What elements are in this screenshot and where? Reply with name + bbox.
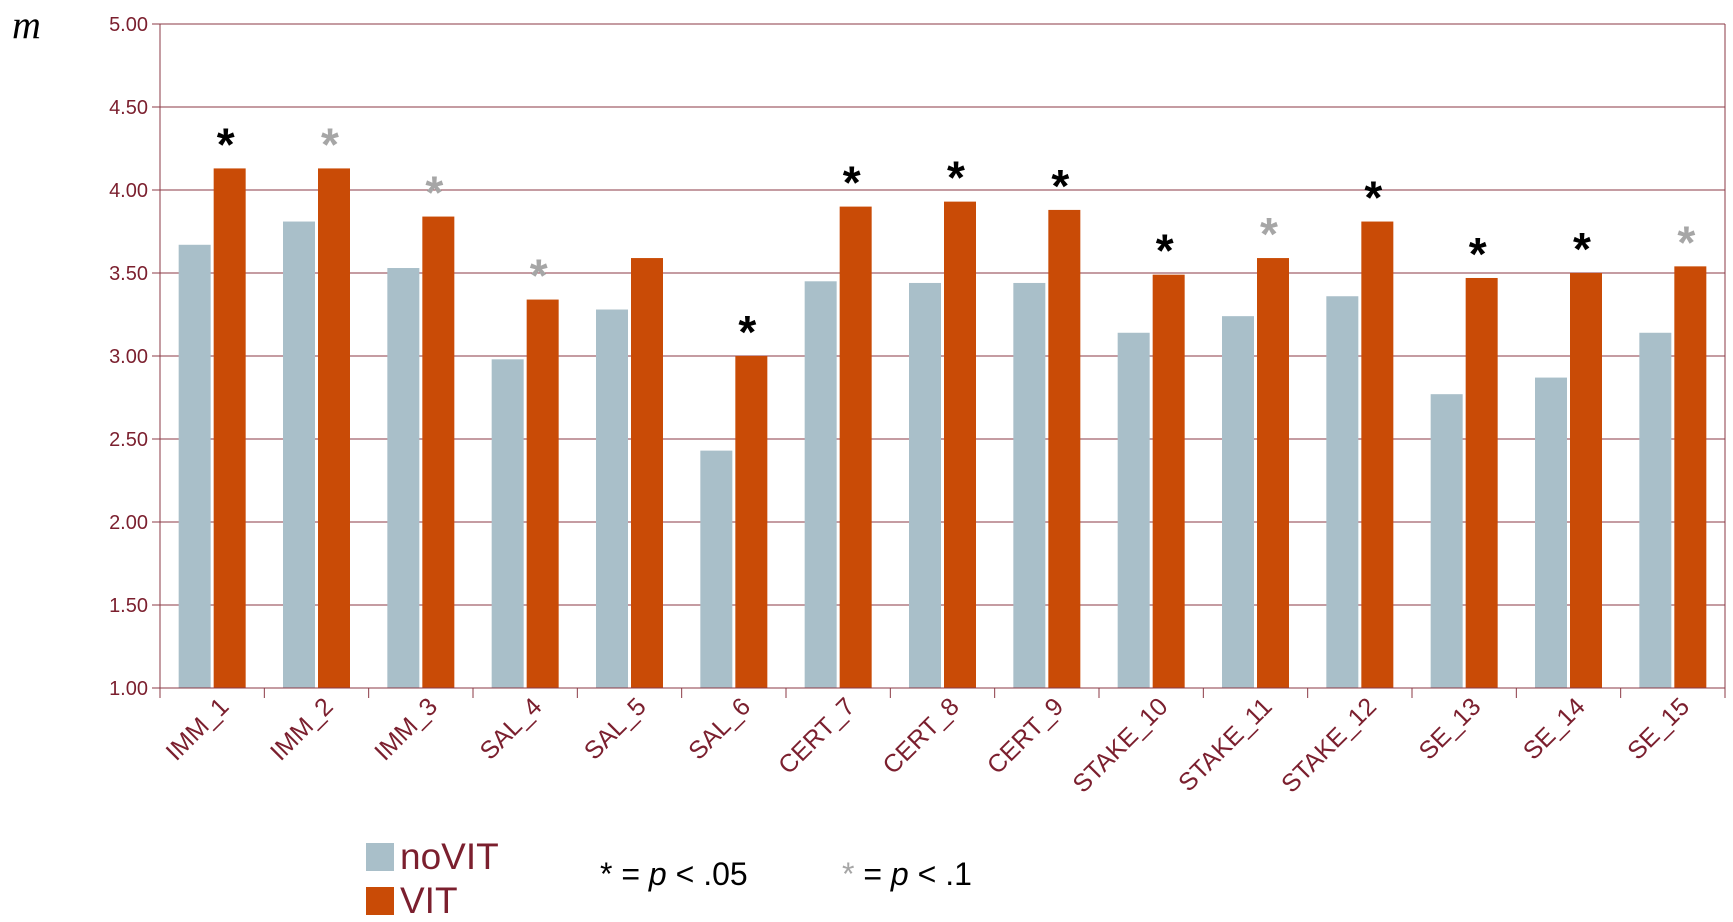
bar-vit [1257, 258, 1289, 688]
y-tick-label: 4.50 [109, 97, 148, 119]
y-tick-label: 4.00 [109, 180, 148, 202]
bar-vit [1465, 277, 1498, 688]
x-tick-label: IMM_1 [161, 692, 235, 766]
bar-novit [909, 282, 941, 688]
x-tick-label: IMM_2 [265, 692, 339, 766]
bar-novit [1326, 296, 1359, 688]
note-threshold: < .1 [908, 856, 972, 892]
note-threshold: < .05 [666, 856, 748, 892]
x-tick-label: CERT_7 [773, 692, 860, 779]
bar-novit [178, 244, 211, 688]
bar-novit [700, 450, 733, 688]
significance-marker: * [1677, 216, 1695, 268]
significance-note-p10: * = p < .1 [842, 856, 972, 893]
x-tick-label: STAKE_11 [1173, 692, 1278, 797]
legend-swatch-novit [366, 843, 394, 871]
significance-marker: * [738, 306, 756, 358]
bar-vit [318, 168, 350, 689]
x-tick-label: SAL_5 [579, 692, 652, 765]
significance-marker: * [1156, 225, 1174, 277]
y-tick-label: 1.00 [109, 678, 148, 700]
legend-swatch-vit [366, 887, 394, 915]
note-equals: = [854, 856, 891, 892]
x-tick-label: STAKE_12 [1276, 692, 1382, 798]
y-axis-label: m [12, 2, 41, 47]
significance-marker: * [217, 118, 235, 170]
bar-novit [804, 281, 837, 688]
y-tick-label: 3.50 [109, 263, 148, 285]
x-tick-label: SE_13 [1414, 692, 1487, 765]
bar-vit [944, 201, 976, 688]
note-star-black: * [600, 856, 613, 892]
x-tick-label: SE_15 [1622, 692, 1695, 765]
legend-label-novit: noVIT [400, 836, 499, 877]
significance-marker: * [947, 152, 965, 204]
bar-vit [1152, 274, 1185, 688]
bar-vit [1048, 209, 1081, 689]
y-tick-label: 3.00 [109, 346, 148, 368]
bar-novit [1013, 282, 1046, 688]
bar-novit [1535, 377, 1567, 688]
bar-vit [631, 258, 663, 688]
bar-novit [491, 359, 524, 688]
note-equals: = [612, 856, 649, 892]
significance-marker: * [1469, 228, 1487, 280]
legend-item-vit: VIT [366, 880, 458, 922]
significance-marker: * [321, 118, 339, 170]
bar-novit [283, 221, 315, 689]
bar-vit [526, 299, 559, 688]
y-tick-label: 5.00 [109, 14, 148, 36]
x-tick-label: IMM_3 [369, 692, 443, 766]
note-p: p [648, 856, 667, 892]
gridlines [160, 23, 1725, 689]
note-star-grey: * [842, 856, 855, 892]
bar-novit [1430, 394, 1463, 688]
significance-marker: * [425, 167, 443, 219]
x-tick-label: SAL_4 [475, 692, 548, 765]
x-tick-label: CERT_9 [982, 692, 1069, 779]
bar-novit [596, 309, 628, 688]
x-tick-label: SE_14 [1518, 692, 1591, 765]
y-tick-label: 1.50 [109, 595, 148, 617]
significance-marker: * [530, 250, 548, 302]
bar-novit [1222, 316, 1254, 688]
legend-item-novit: noVIT [366, 836, 499, 878]
bars: * * * * * * * * * * * * * * [178, 118, 1707, 689]
significance-marker: * [1573, 223, 1591, 275]
bar-vit [422, 216, 455, 688]
bar-novit [387, 268, 420, 688]
y-tick-label: 2.50 [109, 429, 148, 451]
x-tick-label: SAL_6 [683, 692, 756, 765]
significance-note-p05: * = p < .05 [600, 856, 748, 893]
significance-marker: * [1051, 160, 1069, 212]
note-p: p [890, 856, 909, 892]
bar-novit [1117, 332, 1150, 688]
y-tick-label: 2.00 [109, 512, 148, 534]
bar-vit [735, 356, 768, 688]
bar-novit [1639, 332, 1672, 688]
significance-marker: * [1364, 172, 1382, 224]
bar-vit [1361, 221, 1394, 689]
bar-vit [839, 206, 872, 688]
legend-label-vit: VIT [400, 880, 458, 921]
bar-vit [1570, 273, 1602, 688]
x-tick-label: STAKE_10 [1067, 692, 1173, 798]
bar-vit [1674, 266, 1707, 688]
bar-vit [213, 168, 246, 689]
x-tick-label: CERT_8 [877, 692, 964, 779]
significance-marker: * [843, 157, 861, 209]
significance-marker: * [1260, 208, 1278, 260]
